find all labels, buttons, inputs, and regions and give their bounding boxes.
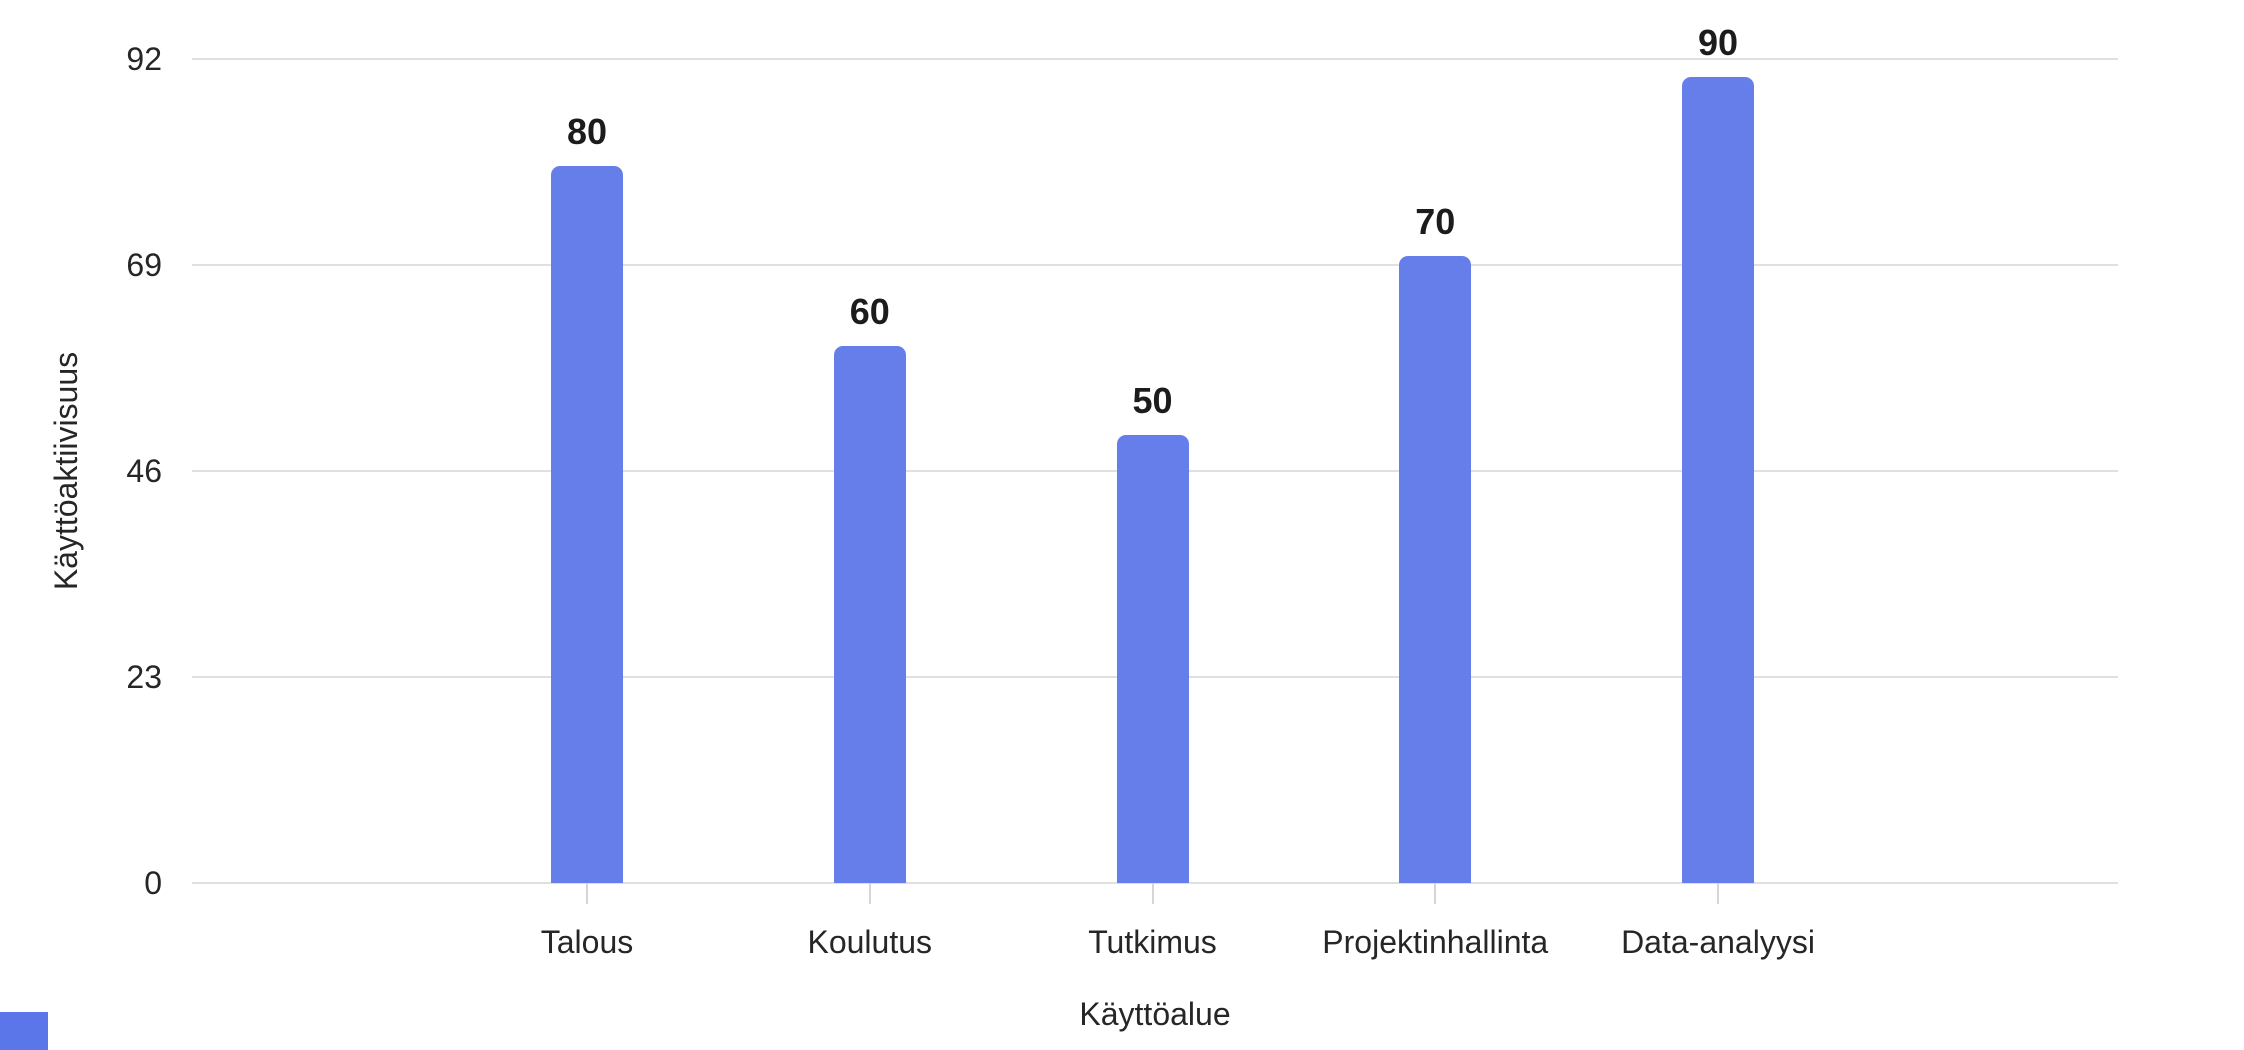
bar-value-label: 70	[1415, 201, 1456, 243]
cropped-blue-ui-fragment	[0, 1012, 48, 1050]
gridline-y-92	[192, 58, 2118, 60]
x-tick-label-projektinhallinta: Projektinhallinta	[1322, 924, 1549, 960]
x-tick-label-talous: Talous	[540, 924, 634, 960]
y-tick-label: 46	[126, 453, 162, 489]
x-tick-label-koulutus: Koulutus	[807, 924, 933, 960]
y-tick-label: 69	[126, 247, 162, 283]
y-tick-label: 0	[144, 865, 162, 901]
x-axis-tick	[868, 883, 871, 904]
x-axis-tick	[1717, 883, 1719, 904]
y-tick-label: 92	[126, 41, 162, 77]
bar-talous	[551, 166, 623, 883]
x-tick-label-data-analyysi: Data-analyysi	[1621, 924, 1815, 960]
bar-projektinhallinta	[1399, 256, 1472, 883]
x-axis-tick	[586, 883, 588, 904]
bar-value-label: 90	[1697, 21, 1739, 63]
bar-koulutus	[833, 345, 906, 883]
bar-value-label: 60	[849, 290, 890, 332]
x-tick-label-tutkimus: Tutkimus	[1088, 924, 1217, 960]
x-axis-title: Käyttöalue	[1079, 996, 1231, 1032]
bar-tutkimus	[1116, 435, 1189, 883]
x-axis-tick	[1434, 883, 1437, 904]
y-tick-label: 23	[126, 659, 162, 695]
bar-data-analyysi	[1682, 76, 1754, 883]
gridline-y-69	[192, 264, 2118, 266]
x-axis-tick	[1151, 883, 1154, 904]
bar-value-label: 80	[566, 111, 608, 153]
gridline-y-0	[192, 882, 2118, 884]
bar-value-label: 50	[1132, 380, 1173, 422]
